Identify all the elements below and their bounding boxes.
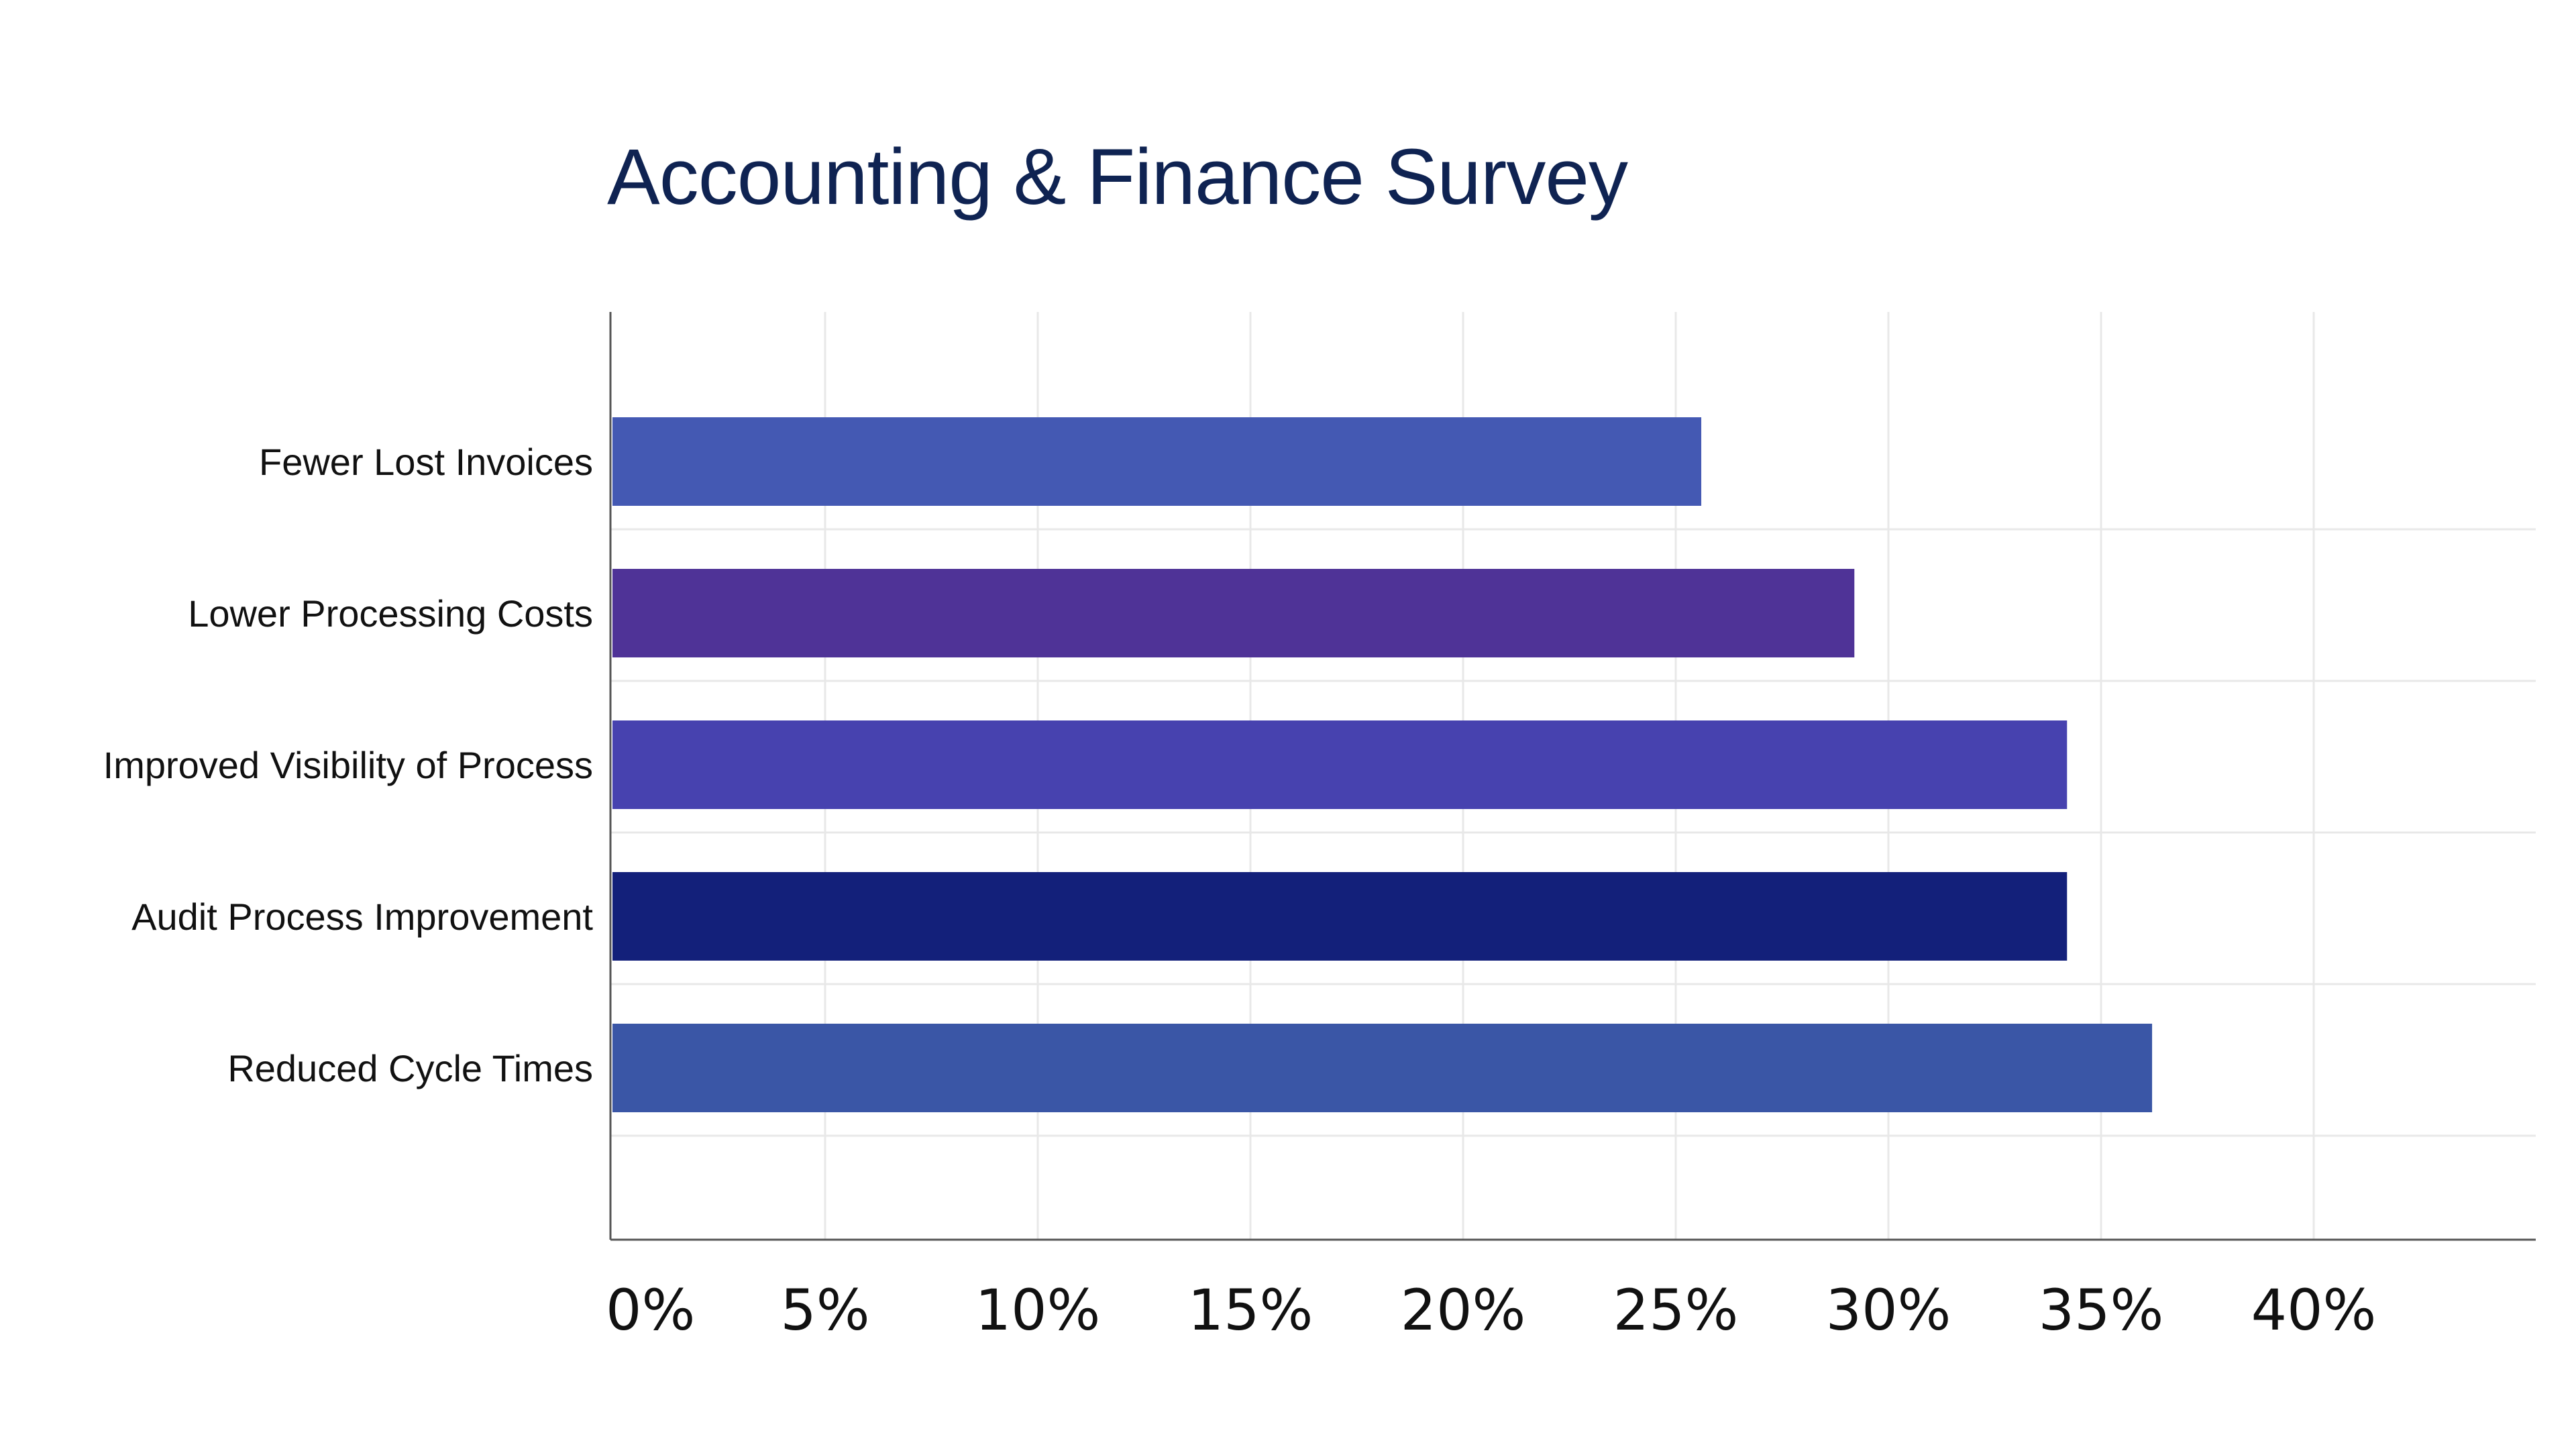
category-label: Improved Visibility of Process xyxy=(103,744,593,786)
x-tick-label: 15% xyxy=(1188,1277,1313,1343)
bar xyxy=(612,569,1855,657)
x-tick-label: 0% xyxy=(606,1277,695,1343)
x-tick-label: 10% xyxy=(975,1277,1101,1343)
axis-layer xyxy=(609,312,2536,1241)
x-tick-label: 5% xyxy=(780,1277,869,1343)
bar xyxy=(612,1024,2153,1112)
bar xyxy=(612,417,1702,506)
category-label: Lower Processing Costs xyxy=(188,592,593,635)
category-label: Fewer Lost Invoices xyxy=(259,441,593,483)
bar-layer xyxy=(612,417,2153,1112)
bar xyxy=(612,720,2068,809)
label-layer: Fewer Lost Invoices Lower Processing Cost… xyxy=(103,441,2377,1343)
x-tick-label: 40% xyxy=(2251,1277,2377,1343)
x-tick-label: 30% xyxy=(1826,1277,1951,1343)
category-label: Reduced Cycle Times xyxy=(227,1047,593,1089)
chart-title: Accounting & Finance Survey xyxy=(607,133,1628,221)
bar xyxy=(612,872,2068,961)
category-label: Audit Process Improvement xyxy=(131,896,593,938)
x-tick-label: 35% xyxy=(2039,1277,2164,1343)
x-tick-label: 20% xyxy=(1401,1277,1526,1343)
x-tick-label: 25% xyxy=(1613,1277,1739,1343)
